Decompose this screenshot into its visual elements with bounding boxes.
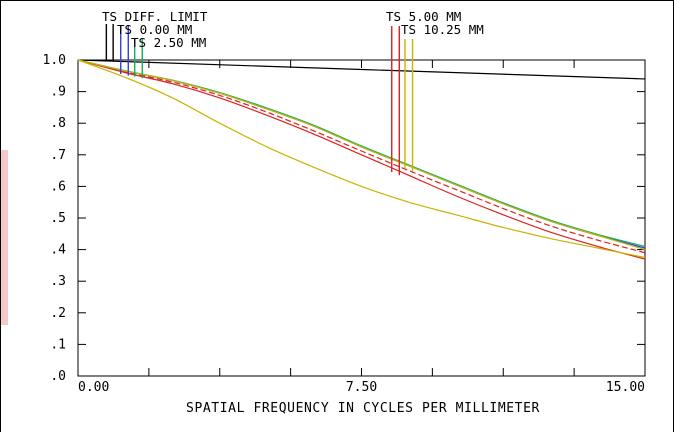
- legend-label-2-50: TS 2.50 MM: [131, 35, 206, 50]
- plot-area: [77, 59, 646, 377]
- y-tick-label: .3: [50, 274, 66, 289]
- legend-label-0-00: TS 0.00 MM: [117, 22, 192, 37]
- series-line-0: [77, 59, 646, 80]
- series-line-5: [77, 59, 646, 251]
- x-tick-labels: 0.00 7.50 15.00: [78, 380, 645, 395]
- y-tick-label: 1.0: [43, 53, 66, 68]
- axis-ticks: [77, 59, 646, 377]
- series-line-3: [77, 59, 646, 260]
- y-tick-label: .6: [50, 179, 66, 194]
- legend-markers: [105, 24, 414, 176]
- x-tick-label: 7.50: [346, 380, 377, 395]
- x-axis-label: SPATIAL FREQUENCY IN CYCLES PER MILLIMET…: [186, 401, 540, 416]
- curves: [77, 59, 646, 260]
- y-tick-labels: 1.0 .9 .8 .7 .6 .5 .4 .3 .2 .1 .0: [43, 53, 67, 384]
- legend-label-diff-limit: TS DIFF. LIMIT: [102, 9, 208, 24]
- y-tick-label: .8: [50, 116, 66, 131]
- x-tick-label: 15.00: [606, 380, 645, 395]
- series-line-2: [77, 59, 646, 248]
- y-tick-label: .7: [50, 148, 66, 163]
- legend-label-5-00: TS 5.00 MM: [386, 9, 461, 24]
- y-tick-label: .4: [50, 243, 66, 258]
- legend: TS DIFF. LIMIT TS 0.00 MM TS 2.50 MM TS …: [102, 9, 484, 50]
- series-line-4: [77, 59, 646, 254]
- y-tick-label: .5: [50, 211, 66, 226]
- y-tick-label: .9: [50, 85, 66, 100]
- side-margin-mark: [0, 150, 8, 325]
- y-tick-label: .2: [50, 306, 66, 321]
- series-line-6: [77, 59, 646, 259]
- y-tick-label: .0: [50, 369, 66, 384]
- x-tick-label: 0.00: [78, 380, 109, 395]
- legend-label-10-25: TS 10.25 MM: [401, 22, 484, 37]
- series-line-1: [77, 59, 646, 249]
- y-tick-label: .1: [50, 337, 66, 352]
